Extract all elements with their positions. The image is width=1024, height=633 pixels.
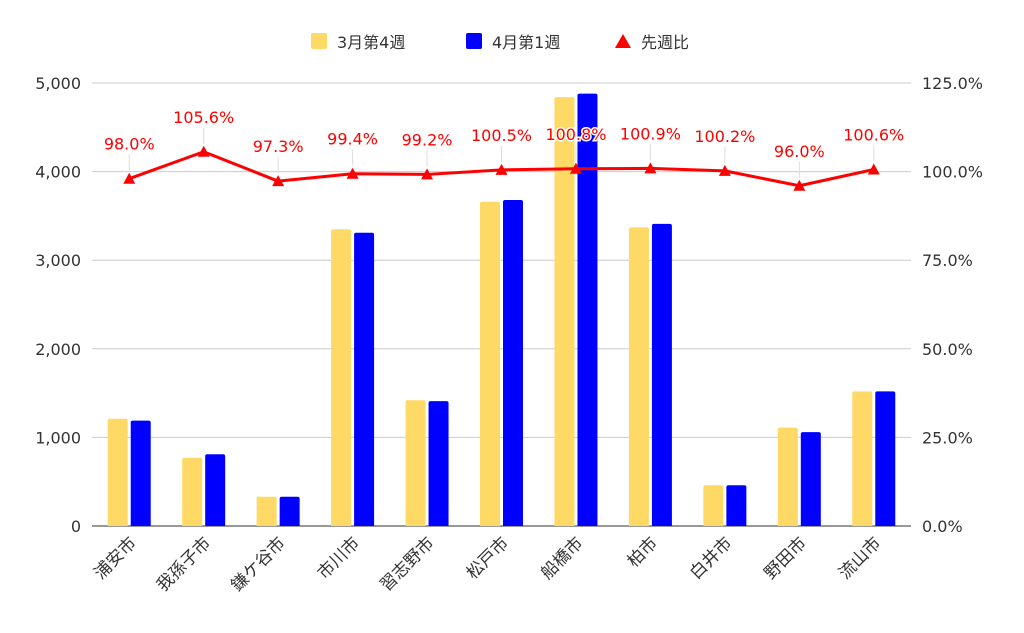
legend-item-april-week1[interactable]: 4月第1週 xyxy=(466,28,560,54)
y-axis-tick-label: 4,000 xyxy=(35,163,81,182)
x-axis-category-label: 浦安市 xyxy=(91,533,141,583)
legend-label-week-ratio: 先週比 xyxy=(641,33,690,52)
y-axis-tick-label: 2,000 xyxy=(35,340,81,359)
ratio-marker xyxy=(123,172,136,184)
bar-april-week1 xyxy=(130,420,151,526)
ratio-data-label: 96.0% xyxy=(774,142,825,161)
y-axis-tick-label: 5,000 xyxy=(35,74,81,93)
x-axis-category-label: 船橋市 xyxy=(537,533,587,583)
ratio-data-label: 99.2% xyxy=(402,130,453,149)
ratio-data-label: 100.2% xyxy=(694,127,755,146)
bar-march-week4 xyxy=(405,400,426,526)
ratio-marker xyxy=(272,175,285,187)
bar-series-group xyxy=(107,93,896,527)
bar-march-week4 xyxy=(182,457,203,526)
bar-march-week4 xyxy=(331,229,352,526)
x-axis-category-label: 我孫子市 xyxy=(153,533,215,595)
bar-march-week4 xyxy=(703,485,724,526)
bar-april-week1 xyxy=(205,454,226,526)
x-axis-category-label: 白井市 xyxy=(686,533,736,583)
y2-axis-tick-label: 125.0% xyxy=(922,74,983,93)
ratio-marker xyxy=(346,167,359,179)
y-axis-tick-label: 0 xyxy=(71,517,81,536)
bar-april-week1 xyxy=(800,432,821,526)
ratio-marker xyxy=(569,162,582,174)
ratio-data-label: 97.3% xyxy=(253,137,304,156)
x-axis-category-label: 習志野市 xyxy=(376,533,438,595)
ratio-marker xyxy=(495,163,508,175)
bar-march-week4 xyxy=(852,391,873,526)
bar-april-week1 xyxy=(503,199,523,526)
x-axis-category-label: 流山市 xyxy=(835,533,885,583)
bar-april-week1 xyxy=(428,401,449,526)
x-axis-category-label: 市川市 xyxy=(314,533,364,583)
bar-march-week4 xyxy=(628,227,649,526)
x-axis-category-label: 松戸市 xyxy=(463,533,513,583)
line-series-group: 98.0% 105.6% 97.3% 99.4% 99.2% 100.5% 100.8% 10… xyxy=(102,106,906,191)
bar-march-week4 xyxy=(777,427,798,526)
y-axis-tick-label: 3,000 xyxy=(35,251,81,270)
bar-april-week1 xyxy=(577,93,598,526)
legend-swatch-april-week1 xyxy=(466,33,482,49)
ratio-data-label: 99.4% xyxy=(327,130,378,149)
chart-legend: 3月第4週 4月第1週 先週比 xyxy=(0,28,1024,54)
ratio-data-label: 100.9% xyxy=(620,124,681,143)
ratio-data-label: 100.8% xyxy=(545,125,606,144)
y2-axis-tick-label: 0.0% xyxy=(922,517,963,536)
legend-triangle-icon xyxy=(615,34,631,48)
ratio-data-label: 98.0% xyxy=(104,135,155,154)
ratio-data-label: 100.6% xyxy=(843,125,904,144)
legend-item-week-ratio[interactable]: 先週比 xyxy=(615,28,689,54)
bar-april-week1 xyxy=(354,232,375,526)
ratio-marker xyxy=(718,164,731,176)
x-axis-category-label: 鎌ケ谷市 xyxy=(227,533,289,595)
y2-axis-tick-label: 50.0% xyxy=(922,340,973,359)
bar-april-week1 xyxy=(726,485,747,526)
bar-march-week4 xyxy=(480,201,500,526)
legend-item-march-week4[interactable]: 3月第4週 xyxy=(311,28,405,54)
legend-swatch-march-week4 xyxy=(311,33,327,49)
ratio-data-label: 100.5% xyxy=(471,126,532,145)
gridlines xyxy=(92,82,911,527)
legend-label-march-week4: 3月第4週 xyxy=(337,33,406,52)
bar-april-week1 xyxy=(279,496,300,526)
x-axis-category-label: 野田市 xyxy=(761,533,811,583)
bar-april-week1 xyxy=(651,223,672,526)
ratio-marker xyxy=(867,163,880,175)
ratio-marker xyxy=(644,162,657,174)
ratio-marker xyxy=(793,179,806,191)
x-axis-category-label: 柏市 xyxy=(624,533,662,571)
ratio-data-label: 105.6% xyxy=(173,108,234,127)
y2-axis-tick-label: 100.0% xyxy=(922,163,983,182)
legend-label-april-week1: 4月第1週 xyxy=(492,33,561,52)
y-axis-tick-label: 1,000 xyxy=(35,428,81,447)
y2-axis-tick-label: 75.0% xyxy=(922,251,973,270)
ratio-marker xyxy=(197,145,210,157)
bar-march-week4 xyxy=(256,496,277,526)
y2-axis-tick-label: 25.0% xyxy=(922,428,973,447)
bar-march-week4 xyxy=(554,97,575,527)
bar-march-week4 xyxy=(107,418,128,526)
bar-april-week1 xyxy=(875,391,896,526)
ratio-marker xyxy=(421,168,434,180)
